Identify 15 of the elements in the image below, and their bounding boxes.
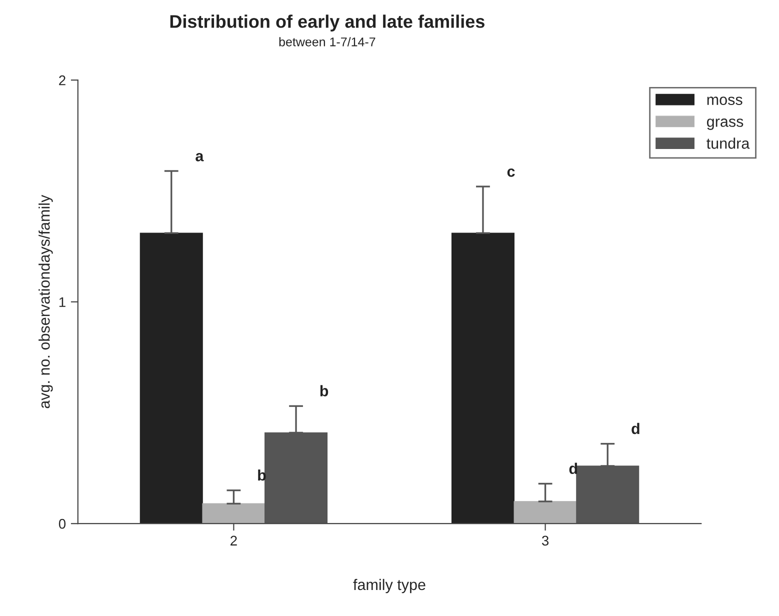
x-axis-title: family type bbox=[353, 578, 426, 594]
annotation: d bbox=[632, 422, 640, 434]
chart-subtitle: between 1-7/14-7 bbox=[279, 37, 376, 46]
legend-label: moss bbox=[707, 96, 742, 106]
annotation: c bbox=[507, 168, 515, 177]
annotation: b bbox=[320, 385, 328, 396]
legend-label: tundra bbox=[706, 138, 750, 149]
y-tick-label: 2 bbox=[59, 75, 66, 86]
annotation: a bbox=[196, 152, 204, 162]
chart-title: Distribution of early and late families bbox=[170, 14, 484, 32]
x-tick-label: 3 bbox=[542, 536, 549, 546]
y-axis-title: avg. no. observationdays/family bbox=[38, 194, 53, 408]
y-tick-label: 1 bbox=[59, 297, 66, 307]
y-tick-label: 0 bbox=[58, 518, 66, 529]
legend-label: grass bbox=[706, 118, 744, 130]
